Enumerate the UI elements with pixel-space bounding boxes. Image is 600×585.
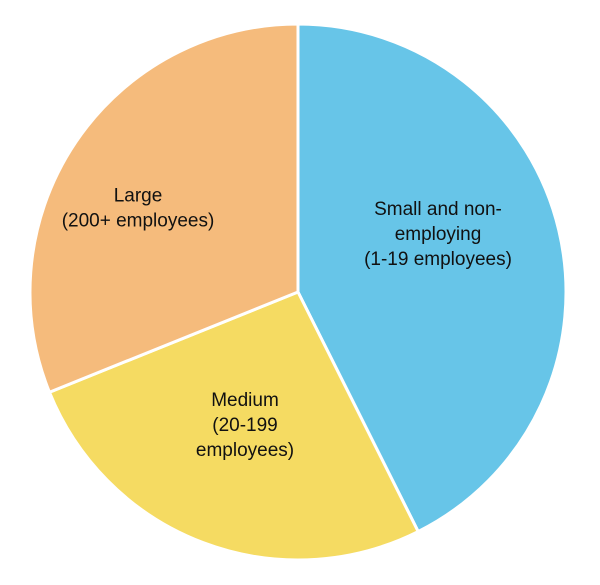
pie-slice-label-line: Large: [114, 186, 163, 207]
pie-slice-label-line: (20-199: [212, 415, 278, 436]
pie-slice-small-non-employing: [296, 22, 568, 534]
pie-slice-medium: [47, 290, 420, 562]
pie-slice-label-small-non-employing: Small and non-employing (1-19 employees): [364, 199, 512, 270]
pie-labels: Small and non-employing (1-19 employees) M…: [62, 186, 512, 462]
pie-slices: [28, 22, 568, 562]
pie-slice-label-line: Small and non-: [374, 199, 502, 220]
pie-slice-large: [28, 22, 300, 394]
pie-slice-label-line: employees): [196, 440, 294, 461]
pie-slice-label-medium: Medium (20-199 employees): [196, 390, 294, 461]
pie-slice-label-line: Medium: [211, 390, 279, 411]
pie-slice-label-line: (1-19 employees): [364, 249, 512, 270]
pie-slice-label-large: Large (200+ employees): [62, 186, 215, 232]
pie-slice-label-line: employing: [395, 224, 482, 245]
pie-slice-label-line: (200+ employees): [62, 211, 215, 232]
